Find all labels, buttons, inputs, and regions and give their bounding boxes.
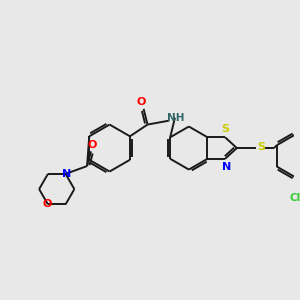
Text: Cl: Cl	[290, 193, 300, 203]
Text: O: O	[87, 140, 97, 149]
Text: S: S	[257, 142, 265, 152]
Text: N: N	[62, 169, 71, 179]
Text: N: N	[222, 162, 232, 172]
Text: S: S	[221, 124, 229, 134]
Text: O: O	[42, 200, 52, 209]
Text: O: O	[137, 97, 146, 107]
Text: NH: NH	[167, 113, 185, 123]
